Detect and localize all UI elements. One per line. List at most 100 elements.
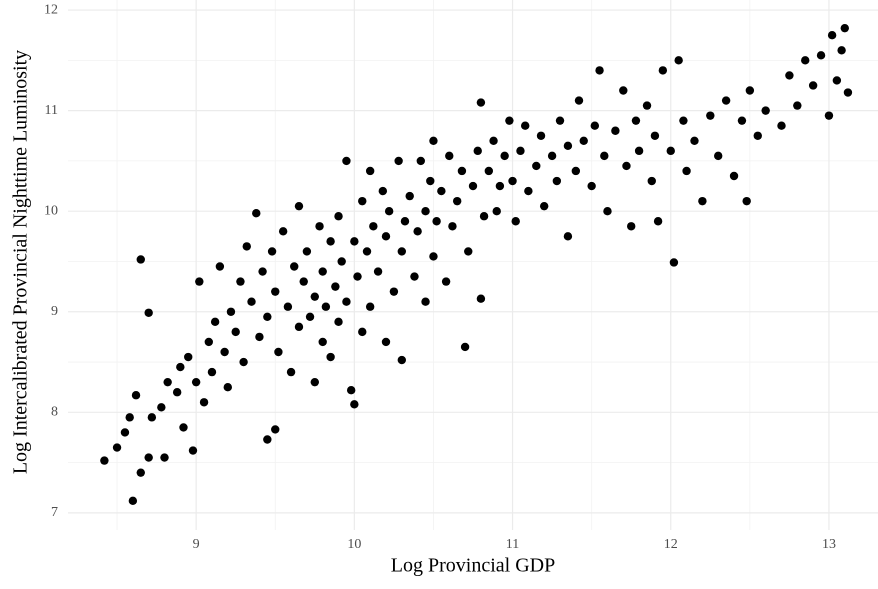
point <box>476 294 486 303</box>
point <box>239 357 248 367</box>
point <box>653 217 663 226</box>
x-tick-label: 9 <box>193 537 200 552</box>
point <box>479 212 489 221</box>
x-tick-label: 11 <box>506 537 519 552</box>
point <box>394 156 403 166</box>
point <box>827 30 837 40</box>
point <box>840 23 849 33</box>
point <box>326 352 335 362</box>
point <box>547 151 557 161</box>
point <box>441 277 451 286</box>
point <box>729 171 739 181</box>
point <box>136 468 145 477</box>
point <box>761 106 770 115</box>
point <box>305 312 315 321</box>
point <box>255 332 264 342</box>
point <box>590 121 600 130</box>
point <box>302 247 312 256</box>
point <box>429 136 438 145</box>
point <box>267 247 277 256</box>
point <box>294 322 304 332</box>
point <box>342 156 351 166</box>
point <box>552 176 562 186</box>
point <box>204 337 214 347</box>
point <box>271 425 280 434</box>
point <box>682 166 691 176</box>
point <box>539 201 549 211</box>
point <box>334 317 343 327</box>
point <box>373 267 383 276</box>
point <box>350 400 359 409</box>
y-tick-label: 12 <box>44 2 58 17</box>
point <box>452 196 462 206</box>
point <box>365 166 375 176</box>
point <box>511 217 520 226</box>
point <box>600 151 609 161</box>
point <box>492 206 501 216</box>
point <box>742 196 751 206</box>
point <box>172 388 182 397</box>
point <box>426 176 435 186</box>
point <box>397 247 407 256</box>
point <box>223 382 232 392</box>
point <box>521 121 530 130</box>
point <box>350 237 359 246</box>
point <box>131 391 141 400</box>
point <box>283 302 293 311</box>
point <box>128 496 138 506</box>
point <box>421 297 430 306</box>
point <box>378 186 388 196</box>
point <box>210 317 220 327</box>
point <box>574 96 584 105</box>
point <box>445 151 454 161</box>
point <box>721 96 731 105</box>
point <box>220 347 229 357</box>
point <box>448 222 457 231</box>
point <box>505 116 514 125</box>
point <box>579 136 588 145</box>
point <box>489 136 498 145</box>
point <box>278 227 288 236</box>
point <box>824 111 834 120</box>
point <box>476 98 486 107</box>
point <box>516 146 525 156</box>
point <box>690 136 699 145</box>
point <box>191 377 201 387</box>
point <box>179 423 188 432</box>
point <box>136 255 145 264</box>
point <box>231 327 240 337</box>
point <box>112 443 122 452</box>
point <box>157 403 166 412</box>
point <box>622 161 631 171</box>
point <box>160 453 169 462</box>
point <box>125 413 134 422</box>
point <box>832 76 842 85</box>
point <box>271 287 280 296</box>
y-tick-label: 10 <box>44 203 58 218</box>
point <box>843 88 853 97</box>
point <box>495 181 505 191</box>
point <box>315 222 324 231</box>
point <box>353 272 362 281</box>
point <box>321 302 331 311</box>
point <box>381 337 391 347</box>
point <box>358 327 367 337</box>
y-tick-label: 11 <box>45 103 58 118</box>
point <box>595 66 604 75</box>
point <box>647 176 656 186</box>
point <box>679 116 688 125</box>
point <box>236 277 245 286</box>
point <box>508 176 517 186</box>
point <box>666 146 675 156</box>
point <box>753 131 762 140</box>
point <box>642 101 652 110</box>
point <box>650 131 660 140</box>
point <box>416 156 425 166</box>
point <box>706 111 715 120</box>
point <box>263 312 272 321</box>
point <box>619 86 628 95</box>
point <box>100 456 109 465</box>
point <box>286 367 296 377</box>
point <box>837 46 846 55</box>
x-tick-label: 12 <box>664 537 678 552</box>
